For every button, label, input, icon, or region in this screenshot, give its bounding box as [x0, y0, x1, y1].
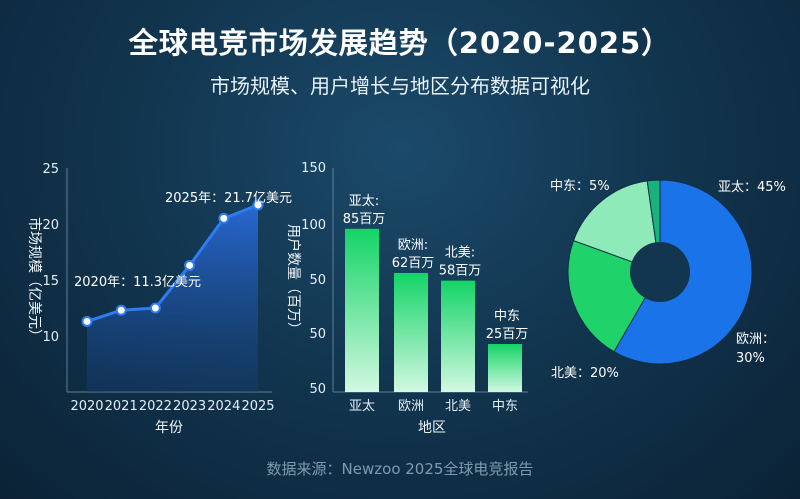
- line-x-tick: 2025: [241, 399, 274, 414]
- line-x-tick: 2020: [70, 399, 103, 414]
- bar-x-tick: 北美: [445, 399, 471, 414]
- bar-y-tick: 150: [301, 161, 326, 176]
- line-point-2025: [252, 199, 264, 211]
- data-source-note: 数据来源：Newzoo 2025全球电竞报告: [266, 460, 534, 478]
- region-share-donut-chart: 亚太：45% 欧洲： 30% 北美：20% 中东：5%: [550, 179, 786, 381]
- line-area-fill: [87, 204, 258, 392]
- line-point-2022: [149, 302, 161, 314]
- bar-亚太: [345, 228, 379, 392]
- line-point-2024: [218, 212, 230, 224]
- pie-label-北美: 北美：20%: [551, 366, 619, 381]
- pie-label-欧洲: 30%: [736, 351, 765, 366]
- bar-x-axis-title: 地区: [418, 420, 446, 436]
- line-x-tick: 2022: [139, 399, 172, 414]
- line-y-axis-title: 市场规模（亿美元）: [26, 217, 43, 343]
- page-subtitle: 市场规模、用户增长与地区分布数据可视化: [210, 74, 590, 98]
- bar-y-tick: 100: [301, 218, 326, 233]
- bar-中东: [488, 344, 522, 392]
- line-series: [86, 203, 259, 323]
- line-point-2023: [184, 259, 196, 271]
- bar-data-label: 85百万: [343, 212, 386, 227]
- line-y-tick: 20: [42, 218, 59, 233]
- annotation-2025: 2025年：21.7亿美元: [165, 191, 292, 206]
- donut-hole: [630, 242, 690, 302]
- line-x-tick: 2021: [105, 399, 138, 414]
- bar-y-tick: 50: [309, 327, 326, 342]
- bar-data-label: 北美:: [445, 246, 475, 261]
- bar-y-tick: 50: [309, 382, 326, 397]
- line-y-tick: 25: [42, 162, 59, 177]
- annotation-2020: 2020年：11.3亿美元: [74, 275, 201, 290]
- line-x-tick: 2023: [173, 399, 206, 414]
- bar-data-label: 中东: [494, 309, 520, 324]
- bar-data-label: 欧洲:: [398, 238, 428, 253]
- pie-label-中东: 中东：5%: [550, 179, 610, 194]
- line-point-2021: [115, 304, 127, 316]
- pie-label-欧洲: 欧洲：: [736, 332, 775, 347]
- line-x-axis-title: 年份: [155, 420, 183, 436]
- bar-data-label: 58百万: [439, 264, 482, 279]
- slice-中东: [572, 180, 661, 273]
- bar-x-tick: 欧洲: [398, 399, 424, 414]
- bar-x-tick: 亚太: [349, 399, 375, 414]
- bar-data-label: 25百万: [486, 327, 529, 342]
- bar-y-axis-title: 用户数量（百万）: [285, 224, 302, 336]
- bar-欧洲: [394, 272, 428, 392]
- bar-y-tick: 50: [309, 273, 326, 288]
- bar-data-label: 亚太:: [349, 194, 379, 209]
- pie-label-亚太: 亚太：45%: [718, 180, 786, 195]
- bar-x-tick: 中东: [492, 399, 518, 414]
- line-x-tick: 2024: [207, 399, 240, 414]
- bar-北美: [441, 280, 475, 392]
- line-y-tick: 15: [42, 274, 59, 289]
- page-title: 全球电竞市场发展趋势（2020-2025）: [128, 26, 672, 60]
- line-point-2020: [81, 315, 93, 327]
- bar-data-label: 62百万: [392, 256, 435, 271]
- line-y-tick: 10: [42, 330, 59, 345]
